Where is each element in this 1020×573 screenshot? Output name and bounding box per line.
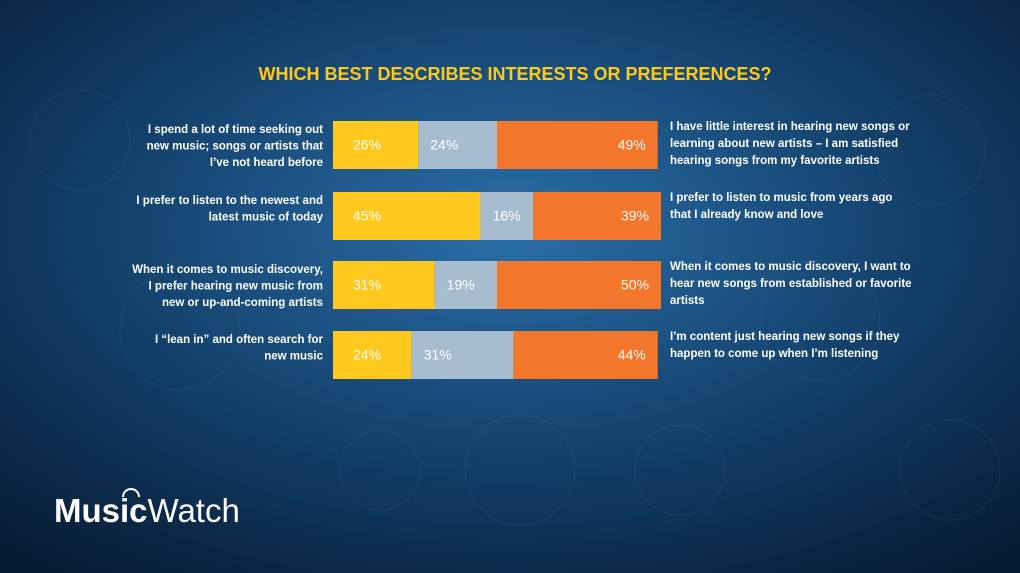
left-label: I prefer to listen to the newest and bbox=[136, 195, 323, 207]
logo: MusicWatch bbox=[54, 488, 240, 529]
bar-segment bbox=[418, 121, 497, 169]
bar-segment bbox=[434, 261, 497, 309]
value-label: 24% bbox=[353, 347, 381, 363]
right-label: I prefer to listen to music from years a… bbox=[670, 192, 892, 204]
right-label: hearing songs from my favorite artists bbox=[670, 155, 880, 167]
bar-segment bbox=[533, 192, 661, 240]
right-label: hear new songs from established or favor… bbox=[670, 278, 912, 290]
left-label: I prefer hearing new music from bbox=[149, 281, 323, 293]
left-label: new music; songs or artists that bbox=[147, 141, 324, 153]
bar-segment bbox=[411, 331, 514, 379]
value-label: 44% bbox=[618, 347, 646, 363]
bar-segment bbox=[333, 261, 435, 309]
right-label: learning about new artists – I am satisf… bbox=[670, 138, 898, 150]
value-label: 45% bbox=[353, 208, 381, 224]
value-label: 39% bbox=[621, 208, 649, 224]
value-label: 16% bbox=[493, 208, 521, 224]
left-label: I’ve not heard before bbox=[210, 157, 323, 169]
logo-text: MusicWatch bbox=[54, 492, 240, 529]
left-label: latest music of today bbox=[209, 212, 324, 224]
bar-segment bbox=[480, 192, 534, 240]
bar-segment bbox=[333, 121, 419, 169]
left-label: When it comes to music discovery, bbox=[132, 264, 323, 276]
right-label: artists bbox=[670, 295, 705, 307]
value-label: 31% bbox=[353, 277, 381, 293]
bar-segment bbox=[333, 331, 412, 379]
value-label: 50% bbox=[621, 277, 649, 293]
left-label: I spend a lot of time seeking out bbox=[148, 124, 323, 136]
right-label: When it comes to music discovery, I want… bbox=[670, 261, 911, 273]
speaker-pattern bbox=[29, 89, 1001, 526]
bar-segment bbox=[497, 121, 658, 169]
right-label: that I already know and love bbox=[670, 209, 823, 221]
logo-light: Watch bbox=[148, 492, 240, 529]
bar-segment bbox=[513, 331, 658, 379]
value-label: 24% bbox=[430, 137, 458, 153]
bar-segment bbox=[333, 192, 481, 240]
value-label: 49% bbox=[618, 137, 646, 153]
value-label: 31% bbox=[424, 347, 452, 363]
left-label: I “lean in” and often search for bbox=[155, 334, 324, 346]
left-label: new music bbox=[264, 351, 323, 363]
headphone-icon bbox=[122, 488, 140, 498]
title: WHICH BEST DESCRIBES INTERESTS OR PREFER… bbox=[258, 64, 771, 84]
bar-segment bbox=[497, 261, 661, 309]
value-label: 26% bbox=[353, 137, 381, 153]
left-label: new or up-and-coming artists bbox=[162, 297, 323, 309]
right-label: I’m content just hearing new songs if th… bbox=[670, 331, 900, 343]
right-label: happen to come up when I’m listening bbox=[670, 348, 878, 360]
value-label: 19% bbox=[447, 277, 475, 293]
logo-bold: Music bbox=[54, 492, 148, 529]
right-label: I have little interest in hearing new so… bbox=[670, 121, 910, 133]
